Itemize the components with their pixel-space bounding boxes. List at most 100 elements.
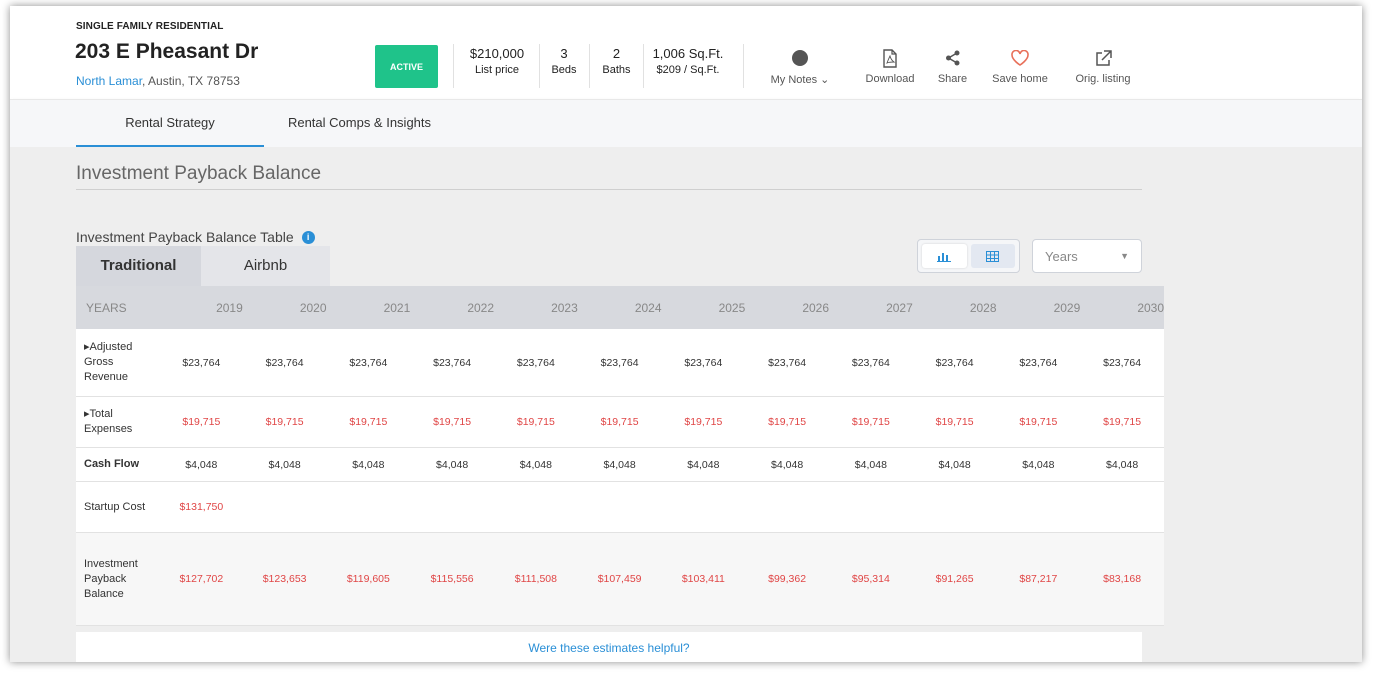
stat-sqft: 1,006 Sq.Ft. $209 / Sq.Ft. xyxy=(648,46,728,76)
property-address: 203 E Pheasant Dr xyxy=(75,40,259,63)
table-cell: $91,265 xyxy=(935,573,974,585)
table-cell: $4,048 xyxy=(1106,458,1139,471)
table-header: YEARS 2019 2020 2021 2022 2023 2024 2025… xyxy=(76,286,1164,329)
my-notes-button[interactable]: My Notes ⌄ xyxy=(765,46,835,86)
notes-icon xyxy=(792,50,808,66)
stat-value: 2 xyxy=(612,46,621,61)
section-title: Investment Payback Balance xyxy=(76,163,322,184)
table-cell: $107,459 xyxy=(597,573,642,585)
top-tab-bar: Rental Strategy Rental Comps & Insights xyxy=(10,99,1362,148)
table-cell: $83,168 xyxy=(1103,573,1142,585)
divider xyxy=(643,44,644,88)
stat-list-price: $210,000 List price xyxy=(462,46,532,76)
stat-value: 1,006 Sq.Ft. xyxy=(652,46,724,61)
column-header-year: 2030 xyxy=(1137,300,1165,315)
share-icon xyxy=(945,50,959,66)
status-badge: ACTIVE xyxy=(375,45,438,88)
column-header-year: 2025 xyxy=(718,300,746,315)
table-row: Startup Cost $131,750 xyxy=(76,482,1164,533)
row-label: Investment Payback Balance xyxy=(84,557,138,600)
app-window: SINGLE FAMILY RESIDENTIAL 203 E Pheasant… xyxy=(10,6,1362,662)
feedback-link[interactable]: Were these estimates helpful? xyxy=(76,632,1142,662)
divider xyxy=(539,44,540,88)
main-content: Investment Payback Balance Investment Pa… xyxy=(10,147,1362,662)
section-divider xyxy=(76,189,1142,190)
table-cell: $4,048 xyxy=(771,458,804,471)
table-cell: $23,764 xyxy=(1019,356,1058,369)
tab-rental-comps[interactable]: Rental Comps & Insights xyxy=(287,115,432,130)
payback-table: YEARS 2019 2020 2021 2022 2023 2024 2025… xyxy=(76,286,1164,626)
table-cell: $19,715 xyxy=(768,416,807,428)
table-row: Cash Flow $4,048 $4,048 $4,048 $4,048 $4,048 $… xyxy=(76,448,1164,482)
table-cell: $4,048 xyxy=(352,458,385,471)
chart-view-button[interactable] xyxy=(922,244,967,268)
table-cell: $19,715 xyxy=(1103,416,1142,428)
table-cell: $23,764 xyxy=(433,356,472,369)
stat-label: Baths xyxy=(602,64,631,76)
original-listing-button[interactable]: Orig. listing xyxy=(1067,46,1139,85)
table-cell: $4,048 xyxy=(268,458,301,471)
tab-rental-strategy[interactable]: Rental Strategy xyxy=(76,100,264,148)
caret-down-icon: ▼ xyxy=(1120,251,1129,261)
row-label: Startup Cost xyxy=(84,500,146,513)
table-view-button[interactable] xyxy=(970,244,1015,268)
table-cell: $4,048 xyxy=(603,458,636,471)
table-cell: $19,715 xyxy=(600,416,639,428)
property-header: SINGLE FAMILY RESIDENTIAL 203 E Pheasant… xyxy=(10,6,1362,99)
table-cell: $23,764 xyxy=(516,356,555,369)
table-cell: $4,048 xyxy=(1022,458,1055,471)
stat-label: Beds xyxy=(551,64,577,76)
column-header-year: 2026 xyxy=(802,300,830,315)
table-cell: $23,764 xyxy=(349,356,388,369)
column-header-year: 2021 xyxy=(383,300,411,315)
stat-label: List price xyxy=(474,64,520,76)
external-link-icon xyxy=(1095,49,1112,66)
column-header-years: YEARS xyxy=(86,300,127,315)
table-row: ▸Total Expenses $19,715 $19,715 $19,715 $19,… xyxy=(76,397,1164,448)
view-toggle xyxy=(917,239,1020,273)
table-cell: $19,715 xyxy=(851,416,890,428)
table-cell: $115,556 xyxy=(430,573,474,585)
info-icon[interactable]: i xyxy=(301,230,315,244)
table-cell: $103,411 xyxy=(681,573,725,585)
table-cell: $4,048 xyxy=(938,458,971,471)
table-title: Investment Payback Balance Table i xyxy=(76,229,315,245)
table-cell: $4,048 xyxy=(436,458,469,471)
my-notes-label: My Notes xyxy=(770,74,818,86)
share-button[interactable]: Share xyxy=(930,46,975,85)
table-cell: $4,048 xyxy=(519,458,552,471)
table-cell: $23,764 xyxy=(768,356,807,369)
subtab-traditional[interactable]: Traditional xyxy=(76,246,201,286)
table-cell: $4,048 xyxy=(687,458,720,471)
table-cell: $19,715 xyxy=(433,416,472,428)
save-home-label: Save home xyxy=(992,73,1048,85)
share-label: Share xyxy=(937,73,968,85)
table-cell: $119,605 xyxy=(346,573,390,585)
table-cell: $19,715 xyxy=(182,416,221,428)
city-state-zip: Austin, TX 78753 xyxy=(145,74,240,88)
table-icon xyxy=(986,250,1000,262)
stat-beds: 3 Beds xyxy=(544,46,584,76)
stat-value: 3 xyxy=(560,46,568,61)
property-type: SINGLE FAMILY RESIDENTIAL xyxy=(76,21,224,32)
table-cell: $23,764 xyxy=(684,356,723,369)
expandable-row-label[interactable]: ▸Total Expenses xyxy=(84,408,133,435)
column-header-year: 2022 xyxy=(467,300,495,315)
column-header-year: 2027 xyxy=(886,300,913,315)
column-header-year: 2029 xyxy=(1053,300,1081,315)
pdf-icon xyxy=(883,48,897,68)
expandable-row-label[interactable]: ▸Adjusted Gross Revenue xyxy=(84,341,133,383)
table-cell: $19,715 xyxy=(935,416,974,428)
neighborhood-link[interactable]: North Lamar xyxy=(76,74,143,88)
download-button[interactable]: Download xyxy=(855,46,925,85)
save-home-button[interactable]: Save home xyxy=(985,46,1055,85)
table-body: ▸Adjusted Gross Revenue $23,764 $23,764 $23… xyxy=(76,329,1164,626)
subtab-airbnb[interactable]: Airbnb xyxy=(201,246,330,286)
stat-value: $210,000 xyxy=(469,46,525,61)
period-select[interactable]: Years ▼ xyxy=(1032,239,1142,273)
row-label: Cash Flow xyxy=(84,458,140,470)
table-cell: $87,217 xyxy=(1019,573,1058,585)
column-header-year: 2023 xyxy=(551,300,578,315)
table-cell: $99,362 xyxy=(768,573,807,585)
table-cell: $4,048 xyxy=(854,458,887,471)
